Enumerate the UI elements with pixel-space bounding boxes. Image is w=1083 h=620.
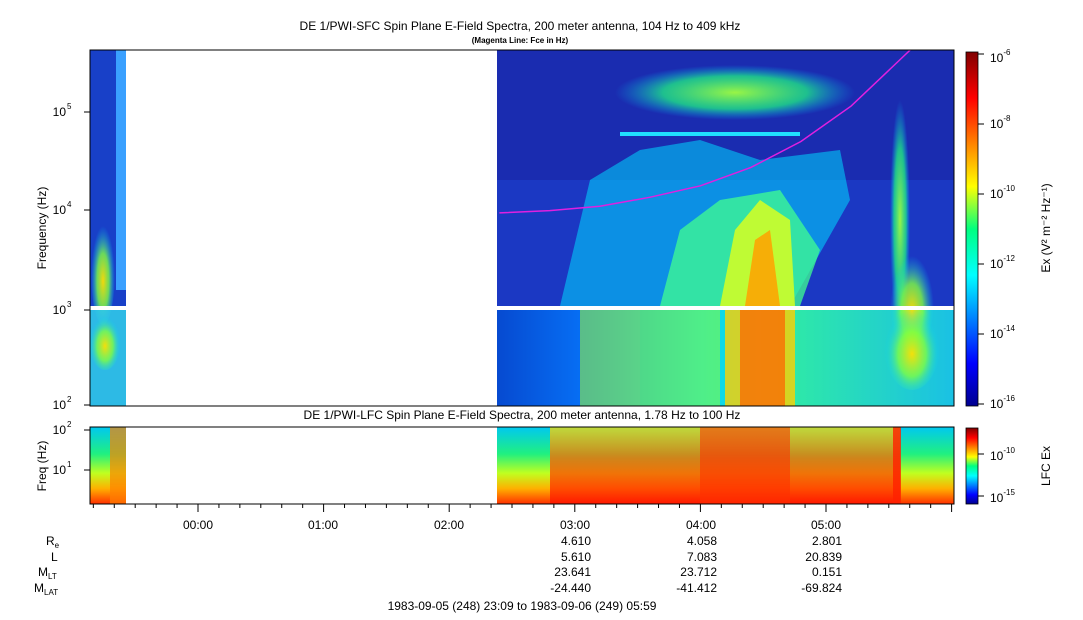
data-gap: [126, 50, 497, 406]
top-panel-subtitle: (Magenta Line: Fce in Hz): [472, 36, 569, 45]
colorbar-tick: 10-8: [990, 114, 1011, 131]
top-y-axis: 10 2 10 3 10 4 10 5 Frequency (Hz): [35, 102, 90, 412]
bottom-spectrogram: [90, 427, 954, 504]
fce-magenta-line: [499, 50, 911, 214]
bottom-y-axis: 10 2 10 1 Freq (Hz): [35, 420, 90, 491]
colorbar-tick: 10-12: [990, 254, 1015, 271]
colorbar-tick: 10-10: [990, 446, 1015, 463]
ephem-label-mlat: MLAT: [34, 581, 58, 597]
ephem-value: -24.440: [550, 581, 591, 595]
time-label: 02:00: [434, 518, 464, 532]
time-label: 05:00: [811, 518, 841, 532]
time-label: 04:00: [686, 518, 716, 532]
time-range-footer: 1983-09-05 (248) 23:09 to 1983-09-06 (24…: [388, 599, 657, 613]
time-label: 01:00: [308, 518, 338, 532]
top-panel-title: DE 1/PWI-SFC Spin Plane E-Field Spectra,…: [300, 19, 741, 33]
top-ytick-label: 10: [53, 203, 67, 217]
colorbar-label: Ex (V² m⁻² Hz⁻¹): [1039, 183, 1053, 272]
x-axis-time-labels: 00:00 01:00 02:00 03:00 04:00 05:00: [183, 518, 841, 532]
ephem-label-re: Re: [46, 534, 60, 550]
ephem-value: 5.610: [561, 550, 591, 564]
ephem-value: -41.412: [676, 581, 717, 595]
bottom-panel-title: DE 1/PWI-LFC Spin Plane E-Field Spectra,…: [304, 408, 741, 422]
top-ytick-label: 10: [53, 303, 67, 317]
colorbar-tick: 10-6: [990, 48, 1011, 65]
ephem-value: 23.712: [680, 565, 717, 579]
top-ytick-label: 10: [53, 398, 67, 412]
ephem-label-mlt: MLT: [38, 565, 57, 581]
ephem-value: 20.839: [805, 550, 842, 564]
colorbar-tick: 10-10: [990, 184, 1015, 201]
x-axis-ticks: [92, 504, 953, 512]
colorbar-tick: 10-16: [990, 394, 1015, 411]
ephem-value: 23.641: [554, 565, 591, 579]
top-ylabel: Frequency (Hz): [35, 187, 49, 270]
colorbar-tick: 10-15: [990, 488, 1015, 505]
time-label: 03:00: [560, 518, 590, 532]
ephem-value: 4.058: [687, 534, 717, 548]
bottom-ylabel: Freq (Hz): [35, 441, 49, 492]
top-spectrogram: [90, 50, 954, 406]
top-ytick-label: 10: [53, 105, 67, 119]
time-label: 00:00: [183, 518, 213, 532]
ephem-value: 2.801: [812, 534, 842, 548]
ephem-value: 0.151: [812, 565, 842, 579]
ephem-label-l: L: [51, 550, 58, 564]
ephemeris-table: Re L MLT MLAT 4.610 4.058 2.801 5.610 7.…: [34, 534, 842, 613]
ephem-value: 7.083: [687, 550, 717, 564]
top-ytick-exp: 5: [67, 102, 72, 111]
bottom-ytick-label: 10: [53, 423, 67, 437]
bottom-ytick-label: 10: [53, 463, 67, 477]
colorbar-tick: 10-14: [990, 324, 1015, 341]
ephem-value: -69.824: [801, 581, 842, 595]
bottom-ytick-exp: 2: [67, 420, 72, 429]
colorbar-label: LFC Ex: [1039, 446, 1053, 486]
top-ytick-exp: 4: [67, 200, 72, 209]
bottom-ytick-exp: 1: [67, 460, 72, 469]
ephem-value: 4.610: [561, 534, 591, 548]
top-colorbar: 10-6 10-8 10-10 10-12 10-14 10-16 Ex (V²…: [965, 48, 1053, 411]
top-ytick-exp: 3: [67, 300, 72, 309]
bottom-colorbar: 10-10 10-15 LFC Ex: [965, 427, 1053, 505]
top-ytick-exp: 2: [67, 395, 72, 404]
